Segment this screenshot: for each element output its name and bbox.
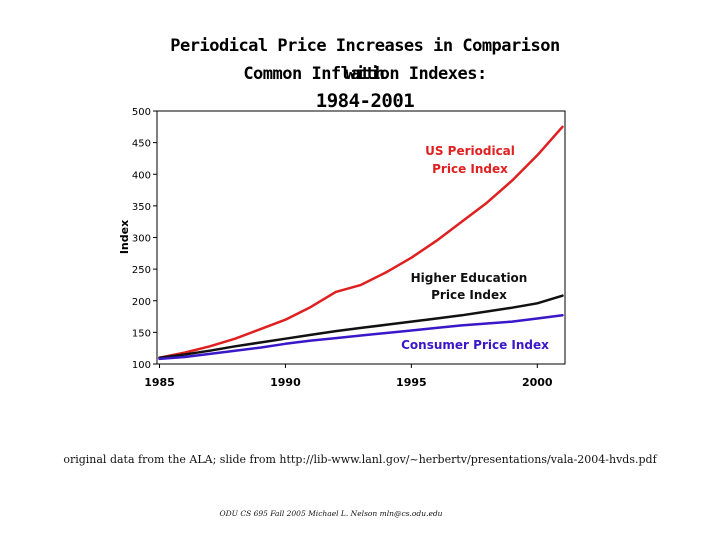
us-periodical-line — [158, 125, 564, 359]
higher-education-label: Higher Education — [411, 271, 528, 285]
y-tick-label: 300 — [132, 234, 151, 245]
footer-credit: ODU CS 695 Fall 2005 Michael L. Nelson m… — [219, 509, 443, 518]
consumer-price-line — [158, 314, 564, 361]
x-tick-label: 1995 — [396, 376, 427, 389]
y-tick-label: 450 — [132, 139, 151, 150]
y-axis-label: Index — [118, 220, 131, 254]
us-periodical-label: US Periodical — [425, 144, 515, 158]
chart-title-line-1: Periodical Price Increases in Comparison… — [170, 36, 560, 84]
y-tick-label: 200 — [132, 297, 151, 308]
higher-education-line — [158, 294, 564, 359]
y-tick-label: 350 — [132, 202, 151, 213]
y-tick-label: 150 — [132, 328, 151, 339]
x-tick-label: 1985 — [144, 376, 175, 389]
x-tick-label: 2000 — [522, 376, 553, 389]
chart-title-line-3: 1984-2001 — [315, 90, 415, 112]
higher-education-label: Price Index — [431, 288, 507, 302]
source-note: original data from the ALA; slide from h… — [63, 453, 657, 466]
chart-title-line-2: Common Inflation Indexes: — [243, 64, 487, 84]
y-tick-label: 100 — [132, 360, 151, 371]
y-tick-label: 400 — [132, 170, 151, 181]
y-tick-label: 250 — [132, 265, 151, 276]
us-periodical-label: Price Index — [432, 162, 508, 176]
x-tick-label: 1990 — [270, 376, 301, 389]
y-tick-label: 500 — [132, 107, 151, 118]
consumer-price-label: Consumer Price Index — [401, 338, 549, 352]
